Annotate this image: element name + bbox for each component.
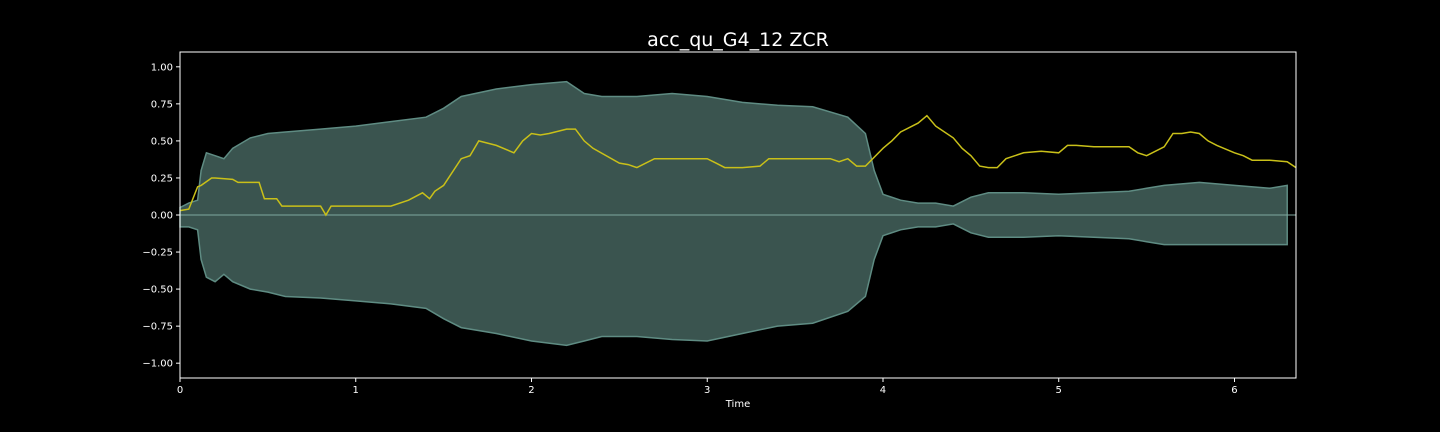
y-tick-label: −0.75 <box>142 322 173 333</box>
y-tick-label: 0.00 <box>151 211 173 222</box>
y-tick-label: −1.00 <box>142 359 173 370</box>
y-tick-label: 0.25 <box>151 173 173 184</box>
y-axis: 1.00 0.75 0.50 0.25 0.00 −0.25 −0.50 −0.75 −1.00 <box>142 62 180 370</box>
y-tick-label: −0.25 <box>142 248 173 259</box>
x-tick-label: 5 <box>1056 385 1062 396</box>
x-axis: 0 1 2 3 4 5 6 <box>177 378 1238 396</box>
waveform-layer <box>179 80 1288 347</box>
x-tick-label: 3 <box>704 385 710 396</box>
x-axis-label: Time <box>725 399 750 410</box>
zcr-layer <box>179 114 1297 217</box>
zcr-line <box>179 114 1297 217</box>
chart-title: acc_qu_G4_12 ZCR <box>647 29 829 51</box>
x-tick-label: 6 <box>1231 385 1237 396</box>
x-tick-label: 0 <box>177 385 183 396</box>
x-tick-label: 1 <box>353 385 359 396</box>
plot-area <box>179 51 1297 379</box>
y-tick-label: 1.00 <box>151 62 173 73</box>
x-tick-label: 2 <box>528 385 534 396</box>
waveform-envelope <box>179 80 1288 347</box>
y-tick-label: 0.75 <box>151 99 173 110</box>
x-tick-label: 4 <box>880 385 886 396</box>
y-tick-label: 0.50 <box>151 136 173 147</box>
y-tick-label: −0.50 <box>142 285 173 296</box>
